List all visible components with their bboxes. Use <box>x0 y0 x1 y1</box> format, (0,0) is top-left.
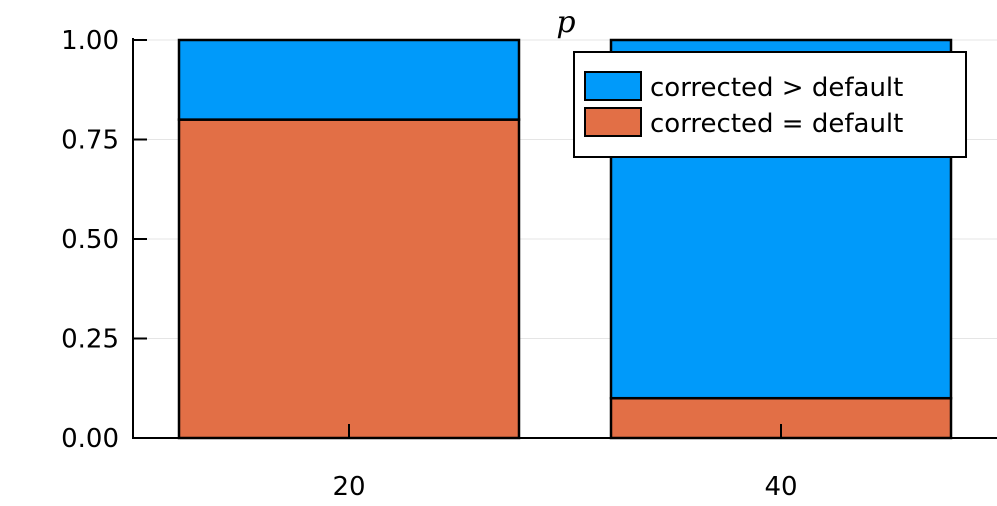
y-tick-label: 0.25 <box>61 325 119 355</box>
bar-segment <box>177 118 521 440</box>
bar-segment <box>177 38 521 121</box>
axes: 0.00 0.25 0.50 0.75 1.00 20 40 <box>61 26 997 502</box>
y-tick-label: 1.00 <box>61 26 119 56</box>
legend-swatch <box>584 71 642 101</box>
y-tick-label: 0.00 <box>61 424 119 454</box>
y-tick-label: 0.50 <box>61 225 119 255</box>
legend: corrected > default corrected = default <box>573 51 967 158</box>
legend-label: corrected = default <box>650 109 903 139</box>
chart-title: p <box>556 5 575 40</box>
x-tick-label: 40 <box>764 472 797 502</box>
y-tick-label: 0.75 <box>61 126 119 156</box>
legend-label: corrected > default <box>650 73 903 103</box>
legend-box <box>573 51 967 158</box>
x-tick-label: 20 <box>332 472 365 502</box>
legend-swatch <box>584 107 642 137</box>
